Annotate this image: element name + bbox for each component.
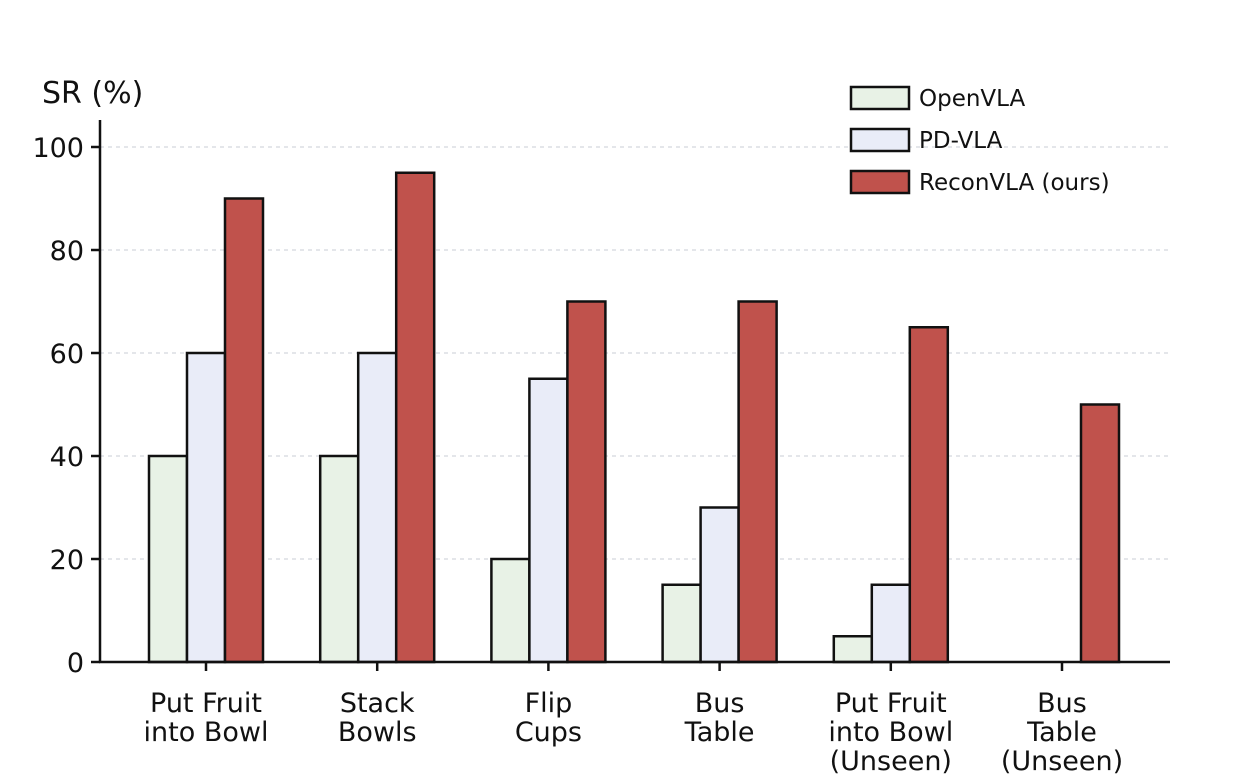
x-category-label-5: Bus Table (Unseen) [1001, 688, 1123, 777]
y-tick-label-60: 60 [50, 339, 84, 370]
x-category-label-1: Stack Bowls [338, 688, 417, 748]
bar-openvla-2 [490, 557, 531, 664]
y-tick-label-0: 0 [67, 648, 84, 679]
x-category-label-4: Put Fruit into Bowl (Unseen) [828, 688, 953, 777]
bar-pd-vla-4 [870, 583, 912, 664]
y-tick-label-20: 20 [50, 545, 84, 576]
legend-swatch-2 [849, 169, 911, 195]
grid-lines [100, 146, 1170, 560]
legend-swatch-0 [849, 85, 911, 111]
x-category-label-2: Flip Cups [515, 688, 582, 748]
bar-pd-vla-0 [185, 351, 227, 664]
bar-pd-vla-3 [699, 506, 740, 664]
bar-openvla-0 [147, 454, 189, 664]
bar-pd-vla-2 [528, 377, 569, 664]
y-tick-label-80: 80 [50, 236, 84, 267]
bar-reconvla-ours-1 [394, 171, 436, 664]
legend-label-2: ReconVLA (ours) [919, 170, 1110, 196]
legend-label-1: PD-VLA [919, 128, 1003, 154]
legend-label-0: OpenVLA [919, 86, 1026, 112]
legend: OpenVLA PD-VLA ReconVLA (ours) [849, 85, 1110, 196]
bar-openvla-1 [318, 454, 360, 664]
axes [98, 120, 1170, 664]
bar-reconvla-ours-2 [566, 300, 607, 664]
x-category-label-0: Put Fruit into Bowl [144, 688, 269, 748]
x-category-labels: Put Fruit into Bowl Stack Bowls Flip Cups Bus T… [144, 662, 1123, 777]
bar-reconvla-ours-5 [1079, 403, 1121, 664]
bar-pd-vla-1 [356, 351, 398, 664]
y-tick-labels: 0 20 40 60 80 100 [32, 133, 100, 679]
bar-reconvla-ours-0 [223, 197, 265, 664]
bar-reconvla-ours-3 [737, 300, 778, 664]
x-category-label-3: Bus Table [684, 688, 755, 748]
bar-reconvla-ours-4 [908, 326, 950, 664]
y-tick-label-100: 100 [32, 133, 84, 164]
bar-openvla-3 [661, 583, 702, 664]
y-axis-label: SR (%) [42, 76, 143, 111]
bar-openvla-4 [832, 635, 874, 664]
legend-swatch-1 [849, 127, 911, 153]
y-tick-label-40: 40 [50, 442, 84, 473]
bars [147, 171, 1121, 664]
